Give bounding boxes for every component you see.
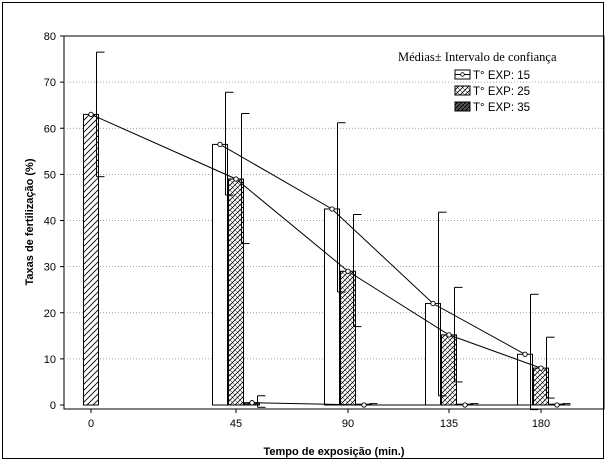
data-point [361, 402, 367, 408]
legend-title: Médias± Intervalo de confiança [398, 50, 557, 64]
y-tick-label: 80 [44, 31, 56, 43]
data-point [217, 141, 223, 148]
y-tick-label: 20 [44, 308, 56, 320]
data-point [446, 332, 452, 338]
y-tick-label: 40 [44, 216, 56, 228]
bars [83, 113, 565, 406]
data-point [233, 176, 239, 182]
x-axis-label: Tempo de exposição (min.) [264, 446, 405, 458]
y-tick-label: 50 [44, 169, 56, 181]
data-point [329, 206, 335, 212]
series-line [219, 143, 526, 355]
legend-entries: T° EXP: 15 T° EXP: 25 T° EXP: 35 [454, 69, 530, 114]
data-point [249, 400, 255, 406]
y-tick-label: 60 [44, 123, 56, 135]
x-axis-ticks: 0 45 90 135 180 [88, 409, 550, 430]
legend-label: T° EXP: 35 [473, 102, 530, 114]
legend-entry: T° EXP: 25 [454, 85, 530, 98]
legend-swatch [454, 101, 471, 112]
series-lines [88, 111, 560, 408]
legend-label: T° EXP: 25 [473, 86, 530, 98]
data-point [538, 365, 544, 371]
y-tick-label: 30 [44, 262, 56, 274]
data-point [522, 351, 528, 357]
data-point [554, 402, 560, 408]
error-bars [96, 51, 571, 411]
y-tick-label: 70 [44, 77, 56, 89]
legend-entry: T° EXP: 35 [454, 101, 530, 114]
data-point [88, 111, 94, 118]
series-line [90, 113, 542, 369]
x-tick-label: 135 [440, 418, 458, 430]
x-tick-label: 0 [88, 418, 94, 430]
plot-area [63, 35, 605, 410]
y-tick-label: 10 [44, 354, 56, 366]
legend-swatch-marker [460, 72, 465, 77]
data-point [345, 268, 351, 274]
legend-swatch [454, 85, 471, 96]
x-tick-label: 90 [342, 418, 354, 430]
y-axis-ticks: 0 10 20 30 40 50 60 70 80 [44, 31, 64, 412]
legend-entry: T° EXP: 15 [454, 69, 530, 82]
data-point [430, 300, 436, 307]
data-point [462, 402, 468, 408]
legend: Médias± Intervalo de confiança T° EXP: 1… [398, 50, 557, 114]
y-axis-label: Taxas de fertilização (%) [24, 158, 36, 285]
y-tick-label: 0 [50, 400, 56, 412]
legend-label: T° EXP: 15 [473, 70, 530, 82]
x-tick-label: 180 [532, 418, 550, 430]
x-tick-label: 45 [230, 418, 242, 430]
series-line [251, 402, 557, 406]
